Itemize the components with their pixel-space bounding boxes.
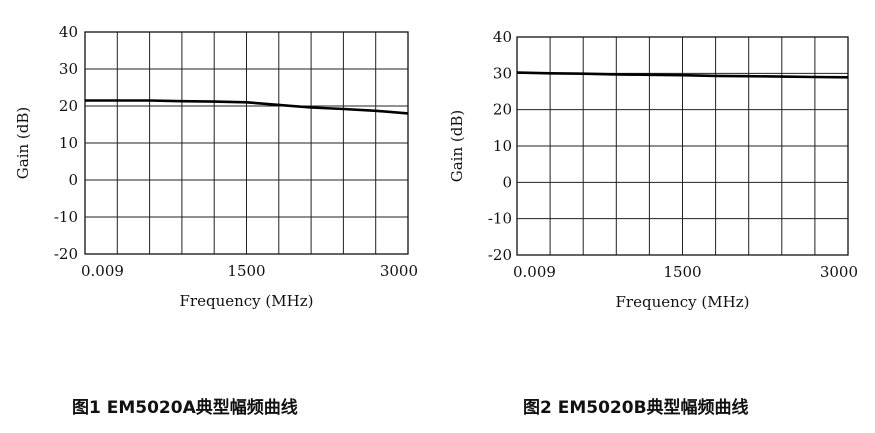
y-tick-label: 20 bbox=[59, 97, 78, 115]
y-tick-label: 0 bbox=[502, 173, 512, 191]
y-tick-label: -20 bbox=[54, 245, 78, 263]
y-tick-label: -10 bbox=[54, 208, 78, 226]
y-tick-label: 20 bbox=[493, 101, 512, 119]
y-tick-label: 30 bbox=[59, 60, 78, 78]
x-tick-label: 1500 bbox=[227, 262, 265, 280]
x-tick-label: 0.009 bbox=[81, 262, 124, 280]
y-axis-label: Gain (dB) bbox=[448, 110, 466, 182]
x-tick-label: 0.009 bbox=[513, 263, 556, 281]
y-tick-label: 30 bbox=[493, 64, 512, 82]
y-tick-label: -10 bbox=[488, 210, 512, 228]
x-tick-label: 3000 bbox=[820, 263, 858, 281]
gain-curve-series bbox=[85, 99, 409, 115]
gain-curve-series bbox=[516, 71, 849, 79]
figure-caption-1: 图1 EM5020A典型幅频曲线 bbox=[72, 398, 298, 418]
gain-chart-em5020a: 40 30 20 10 0 -10 -200.009 1500 3000 Frequency (M… bbox=[14, 23, 418, 310]
x-axis-label: Frequency (MHz) bbox=[180, 292, 314, 310]
figure-caption-2: 图2 EM5020B典型幅频曲线 bbox=[523, 398, 749, 418]
y-tick-label: -20 bbox=[488, 246, 512, 264]
y-axis-label: Gain (dB) bbox=[14, 107, 32, 179]
plot-frame bbox=[84, 31, 409, 255]
y-tick-label: 10 bbox=[59, 134, 78, 152]
x-tick-label: 3000 bbox=[380, 262, 418, 280]
y-tick-label: 0 bbox=[68, 171, 78, 189]
plot-frame bbox=[516, 36, 849, 256]
x-axis-label: Frequency (MHz) bbox=[616, 293, 750, 311]
y-tick-label: 10 bbox=[493, 137, 512, 155]
y-tick-label: 40 bbox=[59, 23, 78, 41]
gain-chart-em5020b: 40 30 20 10 0 -10 -200.009 1500 3000 Frequency (M… bbox=[448, 28, 858, 311]
x-tick-label: 1500 bbox=[663, 263, 701, 281]
y-tick-label: 40 bbox=[493, 28, 512, 46]
